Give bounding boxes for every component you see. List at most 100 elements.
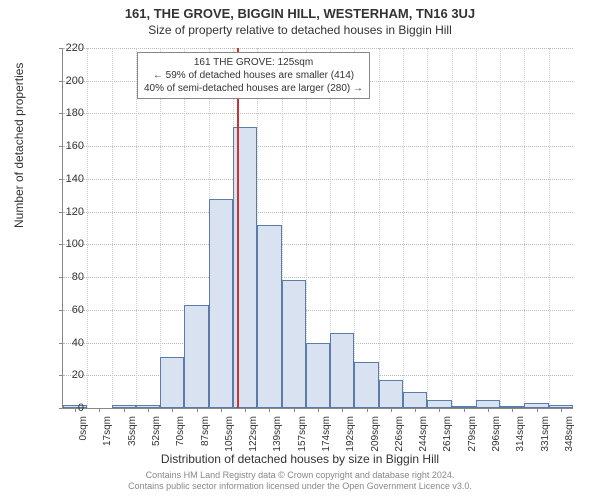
histogram-bar bbox=[354, 362, 378, 408]
gridline-h bbox=[63, 244, 573, 245]
gridline-v bbox=[427, 48, 428, 408]
ytick-label: 180 bbox=[44, 107, 84, 119]
xtick-label: 17sqm bbox=[102, 416, 113, 446]
annotation-line1: 161 THE GROVE: 125sqm bbox=[194, 57, 313, 68]
xtick-mark bbox=[537, 408, 538, 412]
histogram-bar bbox=[403, 392, 427, 408]
gridline-h bbox=[63, 277, 573, 278]
gridline-h bbox=[63, 113, 573, 114]
ytick-label: 200 bbox=[44, 75, 84, 87]
annotation-line3: 40% of semi-detached houses are larger (… bbox=[144, 83, 363, 94]
gridline-v bbox=[160, 48, 161, 408]
xtick-label: 226sqm bbox=[394, 416, 405, 452]
xtick-label: 139sqm bbox=[272, 416, 283, 452]
xtick-mark bbox=[367, 408, 368, 412]
xtick-mark bbox=[391, 408, 392, 412]
ytick-label: 80 bbox=[44, 271, 84, 283]
annotation-line2: ← 59% of detached houses are smaller (41… bbox=[153, 70, 354, 81]
y-axis-label: Number of detached properties bbox=[12, 63, 26, 228]
xtick-mark bbox=[561, 408, 562, 412]
xtick-label: 52sqm bbox=[151, 416, 162, 446]
histogram-bar bbox=[379, 380, 403, 408]
xtick-label: 105sqm bbox=[224, 416, 235, 452]
footer-attribution: Contains HM Land Registry data © Crown c… bbox=[0, 470, 600, 492]
xtick-mark bbox=[464, 408, 465, 412]
gridline-h bbox=[63, 310, 573, 311]
xtick-mark bbox=[415, 408, 416, 412]
gridline-v bbox=[379, 48, 380, 408]
gridline-v bbox=[112, 48, 113, 408]
xtick-mark bbox=[512, 408, 513, 412]
xtick-label: 122sqm bbox=[248, 416, 259, 452]
gridline-v bbox=[452, 48, 453, 408]
xtick-mark bbox=[99, 408, 100, 412]
xtick-mark bbox=[269, 408, 270, 412]
xtick-mark bbox=[294, 408, 295, 412]
xtick-mark bbox=[488, 408, 489, 412]
gridline-h bbox=[63, 48, 573, 49]
gridline-v bbox=[403, 48, 404, 408]
histogram-bar bbox=[209, 199, 233, 408]
x-axis-label: Distribution of detached houses by size … bbox=[0, 452, 600, 466]
xtick-label: 209sqm bbox=[370, 416, 381, 452]
ytick-label: 40 bbox=[44, 337, 84, 349]
plot-region bbox=[62, 48, 573, 409]
histogram-chart: 0sqm17sqm35sqm52sqm70sqm87sqm105sqm122sq… bbox=[62, 48, 572, 408]
ytick-label: 160 bbox=[44, 140, 84, 152]
ytick-label: 20 bbox=[44, 369, 84, 381]
histogram-bar bbox=[330, 333, 354, 408]
histogram-bar bbox=[476, 400, 500, 408]
xtick-label: 192sqm bbox=[345, 416, 356, 452]
gridline-h bbox=[63, 146, 573, 147]
annotation-box: 161 THE GROVE: 125sqm ← 59% of detached h… bbox=[137, 52, 370, 99]
xtick-label: 174sqm bbox=[321, 416, 332, 452]
xtick-label: 244sqm bbox=[418, 416, 429, 452]
xtick-mark bbox=[172, 408, 173, 412]
xtick-mark bbox=[148, 408, 149, 412]
xtick-mark bbox=[245, 408, 246, 412]
gridline-v bbox=[87, 48, 88, 408]
xtick-label: 261sqm bbox=[442, 416, 453, 452]
xtick-mark bbox=[439, 408, 440, 412]
gridline-h bbox=[63, 179, 573, 180]
xtick-mark bbox=[197, 408, 198, 412]
xtick-label: 70sqm bbox=[175, 416, 186, 446]
xtick-label: 35sqm bbox=[127, 416, 138, 446]
ytick-label: 60 bbox=[44, 304, 84, 316]
page-title-address: 161, THE GROVE, BIGGIN HILL, WESTERHAM, … bbox=[0, 0, 600, 21]
xtick-label: 314sqm bbox=[515, 416, 526, 452]
footer-line1: Contains HM Land Registry data © Crown c… bbox=[146, 470, 455, 480]
page-subtitle: Size of property relative to detached ho… bbox=[0, 21, 600, 37]
histogram-bar bbox=[184, 305, 208, 408]
histogram-bar bbox=[306, 343, 330, 408]
ytick-label: 220 bbox=[44, 42, 84, 54]
xtick-label: 348sqm bbox=[564, 416, 575, 452]
histogram-bar bbox=[160, 357, 184, 408]
histogram-bar bbox=[427, 400, 451, 408]
ytick-label: 140 bbox=[44, 173, 84, 185]
xtick-label: 0sqm bbox=[78, 416, 89, 440]
xtick-mark bbox=[124, 408, 125, 412]
xtick-mark bbox=[221, 408, 222, 412]
gridline-v bbox=[354, 48, 355, 408]
xtick-mark bbox=[318, 408, 319, 412]
xtick-mark bbox=[342, 408, 343, 412]
ytick-label: 120 bbox=[44, 206, 84, 218]
histogram-bar bbox=[257, 225, 281, 408]
footer-line2: Contains public sector information licen… bbox=[128, 481, 472, 491]
ytick-label: 0 bbox=[44, 402, 84, 414]
gridline-v bbox=[476, 48, 477, 408]
gridline-h bbox=[63, 212, 573, 213]
xtick-label: 296sqm bbox=[491, 416, 502, 452]
xtick-label: 87sqm bbox=[200, 416, 211, 446]
gridline-v bbox=[524, 48, 525, 408]
ytick-label: 100 bbox=[44, 238, 84, 250]
property-marker-line bbox=[237, 48, 239, 408]
xtick-label: 279sqm bbox=[467, 416, 478, 452]
gridline-v bbox=[136, 48, 137, 408]
xtick-label: 331sqm bbox=[540, 416, 551, 452]
histogram-bar bbox=[282, 280, 306, 408]
xtick-label: 157sqm bbox=[297, 416, 308, 452]
gridline-v bbox=[549, 48, 550, 408]
gridline-v bbox=[500, 48, 501, 408]
